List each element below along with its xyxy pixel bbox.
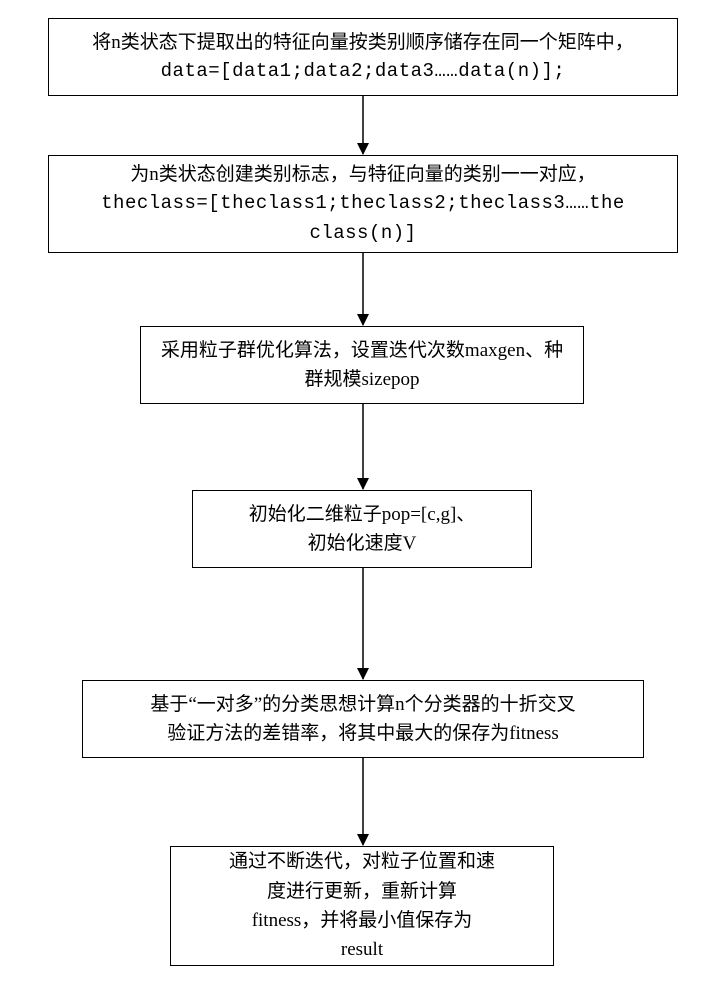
node-text-line: fitness，并将最小值保存为 (252, 906, 473, 935)
node-text-line: 群规模sizepop (304, 365, 419, 394)
node-text-line: 通过不断迭代，对粒子位置和速 (229, 847, 495, 876)
node-text-line: 初始化二维粒子pop=[c,g]、 (249, 500, 476, 529)
node-text-line: 采用粒子群优化算法，设置迭代次数maxgen、种 (161, 336, 563, 365)
flow-arrow-0 (353, 96, 373, 155)
flowchart-canvas: 将n类状态下提取出的特征向量按类别顺序储存在同一个矩阵中，data=[data1… (0, 0, 726, 1000)
flow-arrow-3 (353, 568, 373, 680)
node-text-line: 基于“一对多”的分类思想计算n个分类器的十折交叉 (150, 690, 575, 719)
node-text-line: class(n)] (309, 219, 416, 248)
flow-node-b3: 采用粒子群优化算法，设置迭代次数maxgen、种群规模sizepop (140, 326, 584, 404)
node-text-line: 为n类状态创建类别标志，与特征向量的类别一一对应， (130, 160, 596, 189)
node-text-line: data=[data1;data2;data3……data(n)]; (161, 57, 566, 86)
flow-arrow-4 (353, 758, 373, 846)
flow-node-b2: 为n类状态创建类别标志，与特征向量的类别一一对应，theclass=[thecl… (48, 155, 678, 253)
flow-node-b5: 基于“一对多”的分类思想计算n个分类器的十折交叉验证方法的差错率，将其中最大的保… (82, 680, 644, 758)
flow-node-b1: 将n类状态下提取出的特征向量按类别顺序储存在同一个矩阵中，data=[data1… (48, 18, 678, 96)
node-text-line: 初始化速度V (308, 529, 417, 558)
node-text-line: result (341, 935, 383, 964)
flow-arrow-2 (353, 404, 373, 490)
node-text-line: 将n类状态下提取出的特征向量按类别顺序储存在同一个矩阵中， (92, 28, 634, 57)
flow-node-b6: 通过不断迭代，对粒子位置和速度进行更新，重新计算fitness，并将最小值保存为… (170, 846, 554, 966)
node-text-line: 度进行更新，重新计算 (267, 877, 457, 906)
flow-node-b4: 初始化二维粒子pop=[c,g]、初始化速度V (192, 490, 532, 568)
node-text-line: 验证方法的差错率，将其中最大的保存为fitness (167, 719, 559, 748)
node-text-line: theclass=[theclass1;theclass2;theclass3…… (101, 189, 625, 218)
flow-arrow-1 (353, 253, 373, 326)
